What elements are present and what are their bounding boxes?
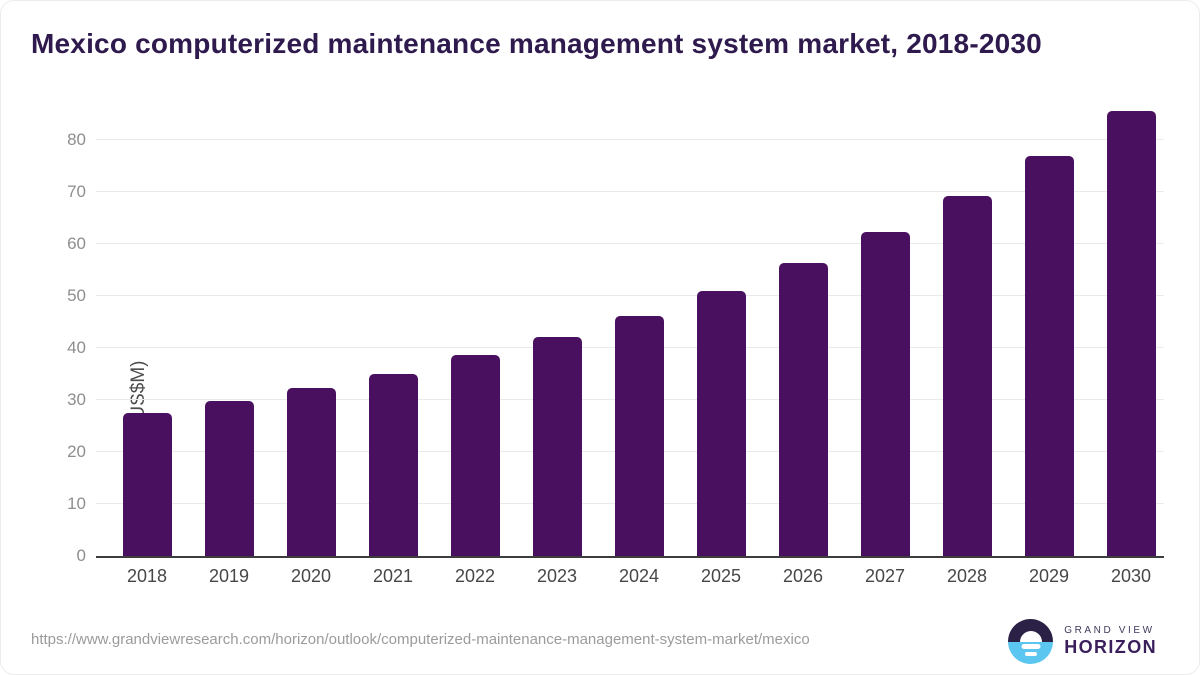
horizon-icon-sky xyxy=(1008,619,1054,642)
x-tick-label-2027: 2027 xyxy=(864,566,906,586)
x-tick-label-2024: 2024 xyxy=(618,566,660,586)
bar-2022[interactable] xyxy=(450,355,500,556)
x-tick-label-2026: 2026 xyxy=(782,566,824,586)
y-tick-label-50: 50 xyxy=(67,286,86,306)
bar-2026[interactable] xyxy=(778,262,828,556)
x-tick-label-2019: 2019 xyxy=(208,566,250,586)
gridline-50 xyxy=(96,295,1164,297)
x-tick-label-2021: 2021 xyxy=(372,566,414,586)
x-tick-label-2028: 2028 xyxy=(946,566,988,586)
y-tick-label-0: 0 xyxy=(76,546,86,565)
bar-2030[interactable] xyxy=(1106,111,1156,556)
grand-view-horizon-logo: GRAND VIEW HORIZON xyxy=(1008,619,1157,664)
bar-2027[interactable] xyxy=(860,232,910,556)
x-tick-label-2025: 2025 xyxy=(700,566,742,586)
y-tick-label-10: 10 xyxy=(67,494,86,514)
horizon-icon-reflection-stripe xyxy=(1021,643,1041,649)
y-tick-label-40: 40 xyxy=(67,338,86,358)
y-tick-label-80: 80 xyxy=(67,130,86,150)
x-tick-label-2018: 2018 xyxy=(126,566,168,586)
chart-title: Mexico computerized maintenance manageme… xyxy=(31,28,1042,59)
bar-2019[interactable] xyxy=(204,400,254,556)
bar-2028[interactable] xyxy=(942,196,992,556)
y-tick-label-30: 30 xyxy=(67,390,86,410)
bar-2020[interactable] xyxy=(286,388,336,556)
horizon-icon-reflection-stripe xyxy=(1024,651,1037,656)
horizon-sun-icon xyxy=(1008,619,1054,664)
x-tick-label-2022: 2022 xyxy=(454,566,496,586)
source-url: https://www.grandviewresearch.com/horizo… xyxy=(31,631,810,648)
x-tick-label-2020: 2020 xyxy=(290,566,332,586)
gridline-70 xyxy=(96,191,1164,193)
gridline-80 xyxy=(96,139,1164,141)
bar-2018[interactable] xyxy=(122,413,172,556)
x-axis-labels: 2018 2019 2020 2021 2022 2023 2024 2025 2026 2027… xyxy=(96,566,1164,596)
y-tick-label-70: 70 xyxy=(67,182,86,202)
y-tick-label-60: 60 xyxy=(67,234,86,254)
gridline-60 xyxy=(96,243,1164,245)
logo-wordmark: GRAND VIEW HORIZON xyxy=(1064,625,1157,657)
bar-2029[interactable] xyxy=(1024,156,1074,556)
bar-2023[interactable] xyxy=(532,336,582,556)
y-tick-label-20: 20 xyxy=(67,442,86,462)
x-tick-label-2029: 2029 xyxy=(1028,566,1070,586)
logo-product-name: HORIZON xyxy=(1064,636,1157,657)
bar-2025[interactable] xyxy=(696,290,746,556)
x-tick-label-2030: 2030 xyxy=(1110,566,1152,586)
bar-2021[interactable] xyxy=(368,373,418,556)
horizon-icon-sea xyxy=(1008,641,1054,664)
bar-2024[interactable] xyxy=(614,315,664,556)
logo-brand-name: GRAND VIEW xyxy=(1064,625,1155,637)
x-tick-label-2023: 2023 xyxy=(536,566,578,586)
